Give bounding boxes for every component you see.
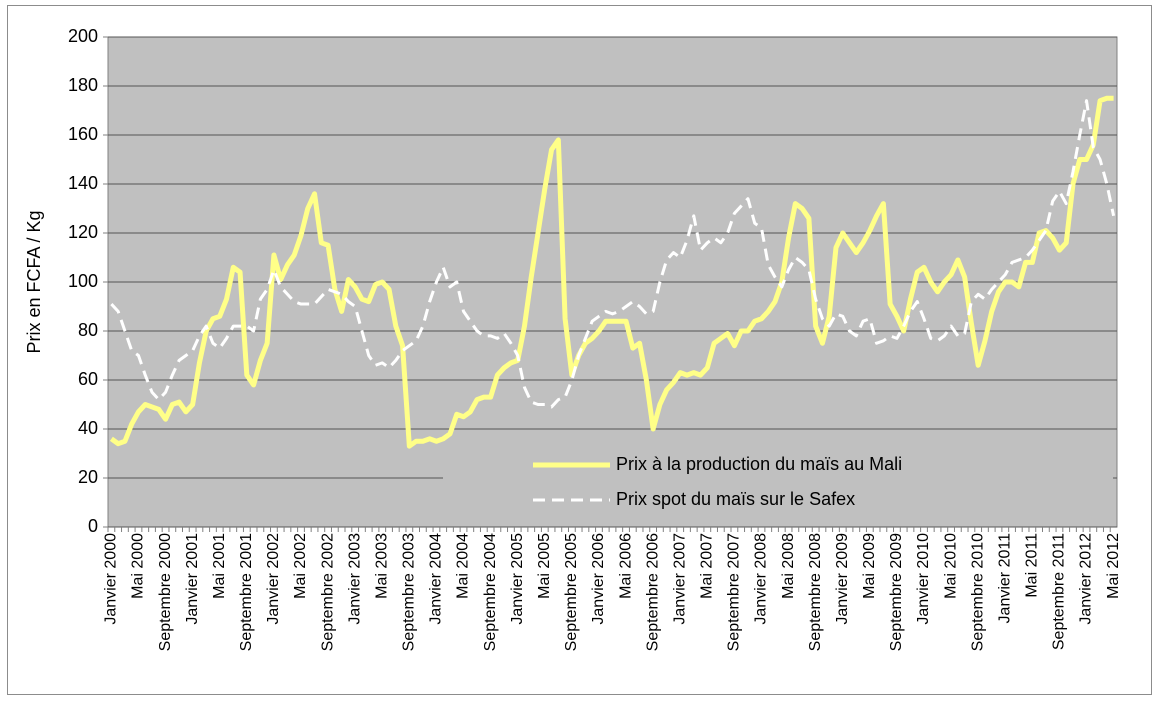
y-tick-label: 200: [68, 26, 98, 46]
x-tick-label: Mai 2004: [455, 533, 472, 599]
x-tick-label: Septembre 2008: [807, 533, 824, 651]
x-tick-label: Mai 2003: [373, 533, 390, 599]
series-line: [110, 99, 1116, 409]
y-tick-label: 20: [78, 467, 98, 487]
y-tick-label: 180: [68, 75, 98, 95]
x-tick-label: Septembre 2010: [969, 533, 986, 651]
x-tick-label: Septembre 2002: [319, 533, 336, 651]
x-tick-label: Mai 2005: [536, 533, 553, 599]
x-tick-label: Janvier 2001: [184, 533, 201, 625]
x-tick-label: Mai 2011: [1024, 533, 1041, 598]
x-tick-label: Janvier 2012: [1078, 533, 1095, 625]
x-tick-label: Septembre 2011: [1051, 533, 1068, 650]
x-tick-label: Septembre 2006: [644, 533, 661, 651]
y-tick-label: 0: [88, 516, 98, 536]
x-tick-label: Janvier 2010: [915, 533, 932, 625]
x-tick-label: Mai 2009: [861, 533, 878, 599]
y-tick-label: 160: [68, 124, 98, 144]
x-tick-label: Mai 2010: [942, 533, 959, 599]
legend: [443, 440, 1113, 526]
x-tick-label: Septembre 2009: [888, 533, 905, 651]
y-tick-label: 60: [78, 369, 98, 389]
x-tick-label: Mai 2001: [211, 533, 228, 599]
x-tick-label: Mai 2006: [617, 533, 634, 599]
y-tick-label: 100: [68, 271, 98, 291]
x-tick-label: Janvier 2008: [753, 533, 770, 625]
x-tick-label: Janvier 2009: [834, 533, 851, 625]
x-tick-label: Janvier 2004: [428, 533, 445, 625]
y-tick-label: 80: [78, 320, 98, 340]
x-tick-label: Janvier 2011: [996, 533, 1013, 624]
legend-label: Prix à la production du maïs au Mali: [616, 454, 902, 474]
x-tick-label: Septembre 2001: [238, 533, 255, 651]
series-line: [109, 95, 1114, 449]
x-tick-label: Janvier 2005: [509, 533, 526, 625]
x-tick-label: Janvier 2007: [671, 533, 688, 625]
x-tick-label: Janvier 2000: [103, 533, 120, 625]
x-tick-label: Mai 2000: [130, 533, 147, 599]
x-tick-label: Janvier 2006: [590, 533, 607, 625]
x-tick-label: Mai 2012: [1105, 533, 1122, 599]
x-tick-label: Septembre 2003: [401, 533, 418, 651]
x-tick-label: Mai 2007: [699, 533, 716, 599]
y-tick-label: 140: [68, 173, 98, 193]
x-tick-label: Janvier 2002: [265, 533, 282, 625]
legend-label: Prix spot du maïs sur le Safex: [616, 489, 855, 509]
x-tick-label: Septembre 2004: [482, 533, 499, 651]
x-tick-label: Mai 2008: [780, 533, 797, 599]
x-tick-label: Septembre 2007: [726, 533, 743, 651]
x-tick-label: Septembre 2000: [157, 533, 174, 651]
x-tick-label: Septembre 2005: [563, 533, 580, 651]
x-tick-label: Mai 2002: [292, 533, 309, 599]
y-tick-label: 120: [68, 222, 98, 242]
y-tick-label: 40: [78, 418, 98, 438]
y-axis-title: Prix en FCFA / Kg: [24, 210, 44, 353]
x-tick-label: Janvier 2003: [346, 533, 363, 625]
